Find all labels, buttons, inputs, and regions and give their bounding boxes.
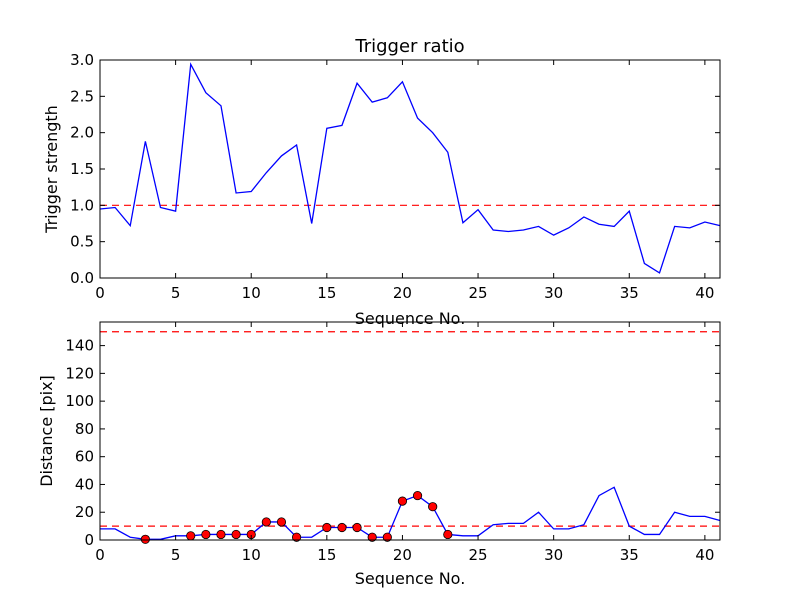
data-point-marker [261,517,271,527]
series-line [99,62,721,274]
y-axis-label: Trigger strength [42,105,61,234]
x-tick-label: 30 [544,284,563,302]
x-axis-label: Sequence No. [355,309,466,328]
x-tick-label: 40 [695,284,714,302]
data-point-marker [352,522,362,533]
y-tick-label: 40 [75,475,94,493]
data-point-marker [216,529,226,540]
y-tick-label: 3.0 [70,51,94,69]
data-point-marker [140,534,150,544]
data-point-marker [201,529,211,540]
data-point-marker [367,532,377,542]
y-tick-label: 1.5 [70,160,94,178]
y-tick-label: 100 [65,392,94,410]
data-point-marker [397,496,408,506]
data-point-marker [412,490,423,501]
x-tick-label: 0 [95,546,105,564]
x-tick-label: 35 [620,284,639,302]
data-point-marker [186,531,196,541]
data-point-marker [382,532,392,542]
x-tick-label: 25 [469,546,488,564]
data-point-marker [276,517,287,527]
data-point-marker [322,522,332,533]
y-tick-label: 20 [75,503,94,521]
y-tick-label: 2.5 [70,87,94,105]
y-tick-label: 60 [75,448,94,466]
trigger-ratio-plot: Trigger ratio 0 5 10 15 20 25 30 35 40 0.0 0.5 1.0 1… [42,36,721,328]
y-tick-label: 0.0 [70,269,94,287]
y-tick-label: 0.5 [70,233,94,251]
x-tick-label: 20 [393,546,412,564]
data-point-marker [337,522,347,533]
data-point-marker [428,502,438,512]
data-point-marker [443,529,453,540]
y-tick-label: 80 [75,420,94,438]
distance-plot: 0 5 10 15 20 25 30 35 40 0 20 40 60 80 100 120 140 Seque… [37,321,721,588]
x-tick-label: 35 [620,546,639,564]
x-tick-label: 10 [242,546,261,564]
x-tick-label: 25 [469,284,488,302]
x-tick-label: 15 [317,284,336,302]
x-tick-label: 15 [317,546,336,564]
data-point-marker [231,529,241,540]
x-tick-label: 5 [171,546,181,564]
y-axis-label: Distance [pix] [37,375,56,487]
x-tick-label: 10 [242,284,261,302]
x-tick-label: 20 [393,284,412,302]
x-tick-label: 0 [95,284,105,302]
x-axis-label: Sequence No. [355,569,466,588]
y-tick-label: 1.0 [70,196,94,214]
y-tick-label: 2.0 [70,124,94,142]
y-tick-label: 140 [65,337,94,355]
chart-title: Trigger ratio [354,36,464,57]
data-point-marker [291,532,302,542]
x-tick-label: 40 [695,546,714,564]
x-tick-label: 30 [544,546,563,564]
y-tick-label: 0 [84,531,94,549]
plot-frame [99,321,721,541]
x-tick-label: 5 [171,284,181,302]
y-tick-label: 120 [65,364,94,382]
